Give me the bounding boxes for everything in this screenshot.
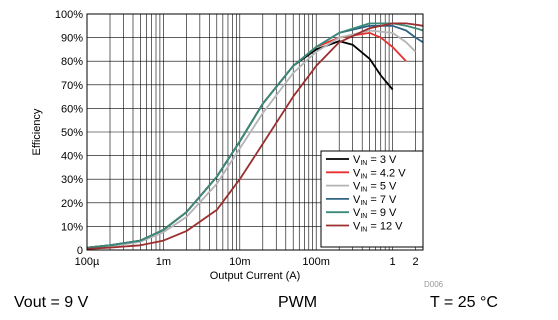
x-tick-label: 100m bbox=[302, 256, 330, 268]
legend-label-6: VIN = 12 V bbox=[353, 221, 403, 234]
y-tick-label: 40% bbox=[61, 151, 83, 163]
legend-label-5: VIN = 9 V bbox=[353, 207, 397, 220]
legend-label-3: VIN = 5 V bbox=[353, 181, 397, 194]
legend-label-2: VIN = 4.2 V bbox=[353, 167, 406, 180]
y-tick-label: 30% bbox=[61, 174, 83, 186]
y-tick-label: 50% bbox=[61, 127, 83, 139]
legend-label-4: VIN = 7 V bbox=[353, 194, 397, 207]
x-tick-label: 10m bbox=[229, 256, 250, 268]
y-tick-label: 70% bbox=[61, 80, 83, 92]
x-tick-label: 2 bbox=[413, 256, 419, 268]
y-tick-label: 0 bbox=[77, 245, 83, 257]
x-axis-label: Output Current (A) bbox=[210, 270, 300, 282]
x-tick-label: 1 bbox=[390, 256, 396, 268]
legend-label-1: VIN = 3 V bbox=[353, 154, 397, 167]
x-tick-label: 1m bbox=[156, 256, 171, 268]
tick-labels: 0 10% 20% 30% 40% 50% 60% 70% 80% 90% 100% 100µ 1m 10… bbox=[55, 9, 419, 268]
y-tick-label: 20% bbox=[61, 198, 83, 210]
series-line-5 bbox=[86, 22, 424, 249]
y-tick-label: 100% bbox=[55, 9, 83, 21]
caption-mode: PWM bbox=[278, 294, 318, 311]
series-layer bbox=[86, 22, 424, 250]
series-line-3 bbox=[86, 29, 417, 249]
y-axis-label: Efficiency bbox=[31, 108, 43, 155]
plot-area bbox=[86, 13, 424, 251]
y-tick-label: 90% bbox=[61, 33, 83, 45]
x-tick-label: 100µ bbox=[75, 256, 100, 268]
figure-code: D006 bbox=[424, 280, 444, 289]
caption-vout: Vout = 9 V bbox=[14, 294, 89, 311]
efficiency-chart: 0 10% 20% 30% 40% 50% 60% 70% 80% 90% 100% 100µ 1m 10… bbox=[31, 9, 444, 289]
y-tick-label: 60% bbox=[61, 103, 83, 115]
y-tick-label: 10% bbox=[61, 221, 83, 233]
series-line-6 bbox=[86, 22, 424, 250]
caption-temperature: T = 25 °C bbox=[430, 294, 498, 311]
y-tick-label: 80% bbox=[61, 56, 83, 68]
